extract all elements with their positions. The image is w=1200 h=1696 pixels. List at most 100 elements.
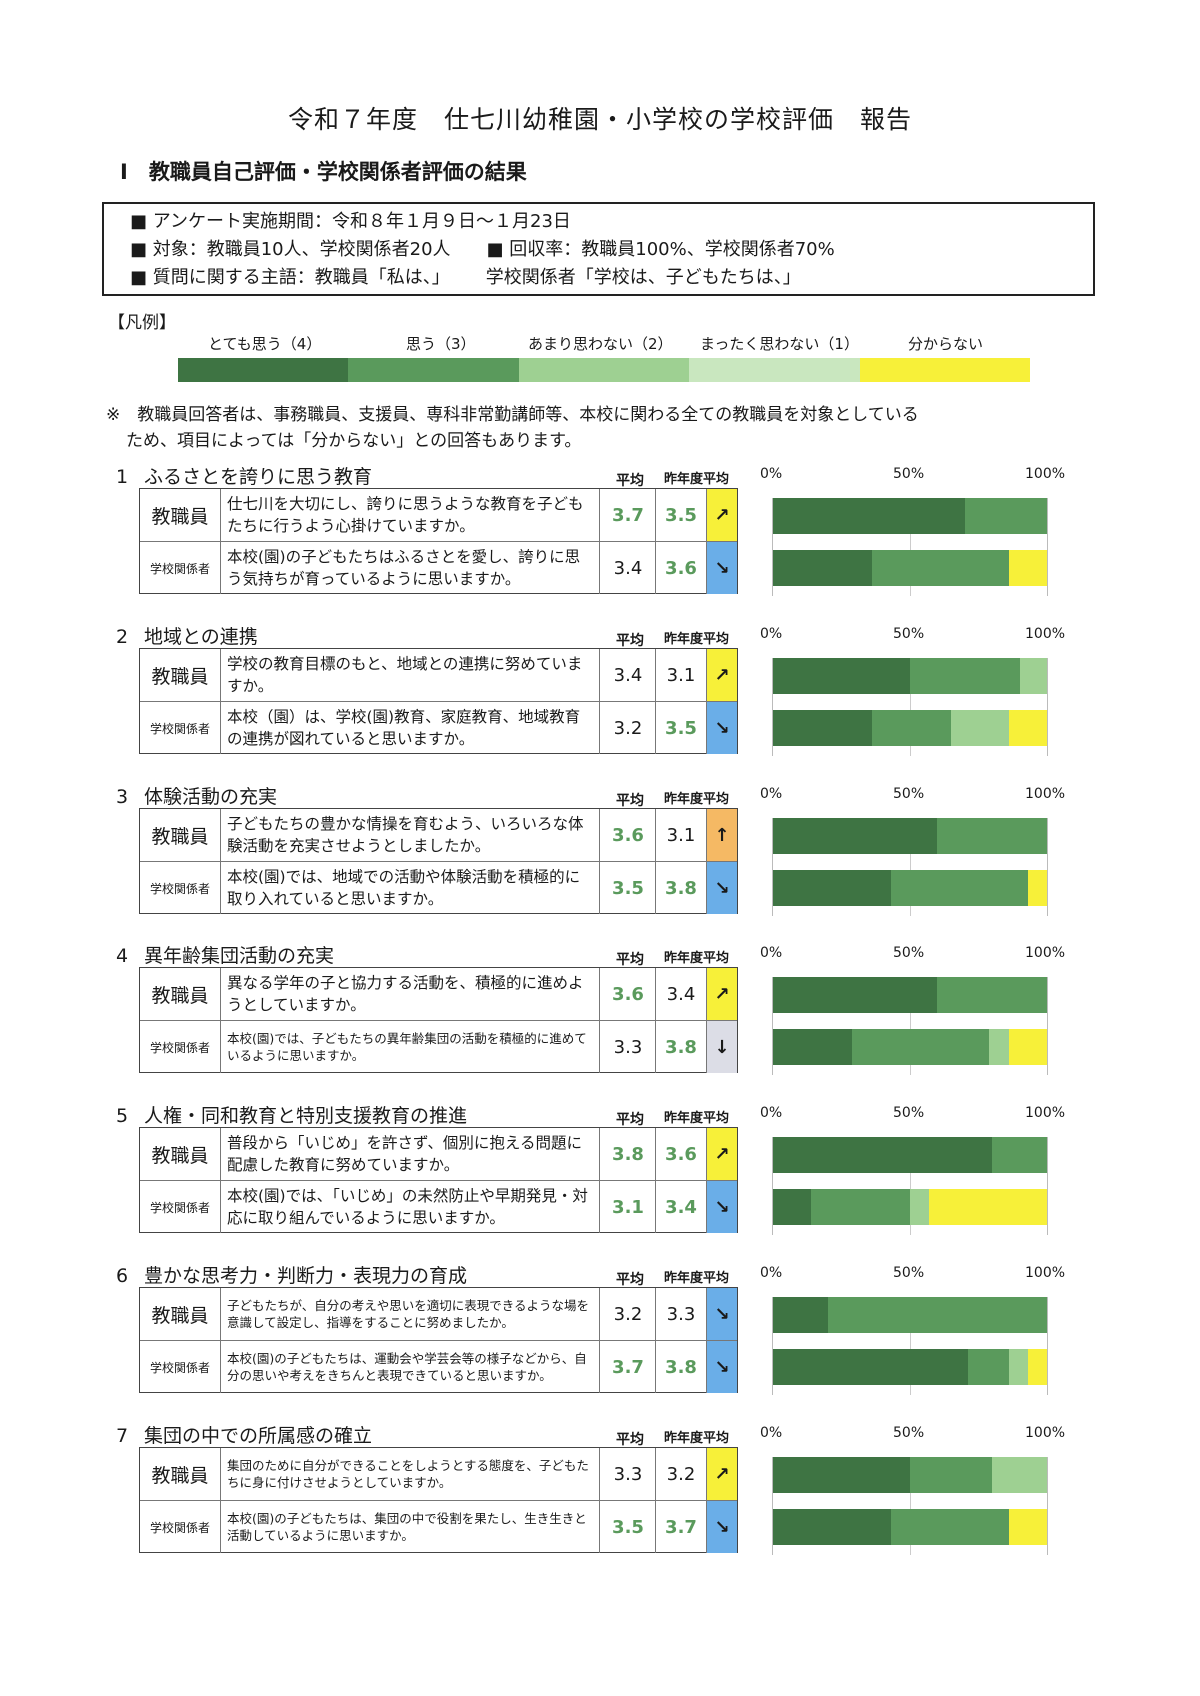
distribution-chart [772,498,1048,596]
prev-average-value: 3.5 [656,489,707,541]
item-title: 7 集団の中での所属感の確立 [116,1421,372,1448]
question-label: 集団のために自分ができることをしようとする態度を、子どもたちに身に付けさせようと… [227,1458,589,1490]
question-label: 本校(園)では、地域での活動や体験活動を積極的に取り入れていると思いますか。 [227,868,581,908]
response-row: 学校関係者 本校(園)の子どもたちはふるさとを愛し、誇りに思う気持ちが育っているよ… [140,542,737,594]
gridline-50 [910,977,911,1075]
trend-arrow-icon: ↘ [707,542,737,594]
response-row: 学校関係者 本校(園)の子どもたちは、集団の中で役割を果たし、生き生きと活動してい… [140,1501,737,1553]
average-value: 3.7 [601,489,656,541]
respondent-group: 教職員 [140,809,221,861]
response-table: 教職員 普段から「いじめ」を許さず、個別に抱える問題に配慮した教育に努めていますか… [139,1127,738,1233]
gridline-50 [910,1297,911,1395]
item-title-text: 豊かな思考力・判断力・表現力の育成 [144,1265,468,1287]
legend-title: 【凡例】 [108,313,176,333]
respondent-group: 学校関係者 [140,1341,221,1393]
item-title: 2 地域との連携 [116,622,258,649]
bar-segment [890,870,1028,906]
prev-avg-header: 昨年度平均 [664,792,730,807]
respondent-group: 学校関係者 [140,702,221,754]
question-text: 子どもたちが、自分の考えや思いを適切に表現できるような場を意識して設定し、指導を… [221,1288,600,1340]
legend-swatch [178,358,349,382]
evaluation-item: 6 豊かな思考力・判断力・表現力の育成 平均 昨年度平均 0% 50% 100% 教職員 子ども… [0,1261,1200,1411]
axis-tick-label: 50% [893,466,925,482]
question-text: 本校(園)の子どもたちは、集団の中で役割を果たし、生き生きと活動しているように思… [221,1501,600,1553]
axis-tick-label: 0% [760,786,783,802]
prev-avg-header: 昨年度平均 [664,472,730,487]
item-number: 5 [116,1105,129,1127]
average-value: 3.5 [601,1501,656,1553]
axis-tick-label: 50% [893,626,925,642]
response-row: 学校関係者 本校（園）は、学校(園)教育、家庭教育、地域教育の連携が図れていると思… [140,702,737,754]
axis-tick-label: 0% [760,1105,783,1121]
distribution-bar [773,977,1047,1013]
section-heading: Ⅰ 教職員自己評価・学校関係者評価の結果 [120,160,527,184]
bar-segment [989,1029,1009,1065]
bar-segment [1008,1029,1047,1065]
bar-segment [773,1349,968,1385]
survey-subject-line: ■ 質問に関する主語：教職員「私は、」 学校関係者「学校は、子どもたちは、」 [130,264,1093,292]
item-title: 4 異年齢集団活動の充実 [116,941,334,968]
trend-arrow-icon: ↘ [707,1288,737,1340]
question-text: 異なる学年の子と協力する活動を、積極的に進めようとしていますか。 [221,968,600,1020]
bar-segment [871,550,1009,586]
item-title-text: ふるさとを誇りに思う教育 [144,466,373,488]
gridline-50 [910,498,911,596]
response-row: 学校関係者 本校(園)では、「いじめ」の未然防止や早期発見・対応に取り組んでいるよ… [140,1181,737,1233]
avg-header: 平均 [616,1272,644,1288]
question-label: 本校(園)の子どもたちは、集団の中で役割を果たし、生き生きと活動しているように思… [227,1511,587,1543]
distribution-chart [772,1457,1048,1555]
trend-arrow-icon: ↗ [707,489,737,541]
survey-target: ■ 対象：教職員10人、学校関係者20人 [130,239,451,260]
average-value: 3.3 [601,1448,656,1500]
average-value: 3.2 [601,1288,656,1340]
bar-segment [773,1029,853,1065]
bar-segment [773,818,938,854]
gridline-50 [910,1457,911,1555]
average-value: 3.6 [601,968,656,1020]
subject-related: 学校関係者「学校は、子どもたちは、」 [485,267,801,288]
trend-arrow-icon: ↘ [707,702,737,754]
respondent-group: 教職員 [140,968,221,1020]
distribution-chart [772,1297,1048,1395]
respondent-group: 教職員 [140,649,221,701]
distribution-bar [773,710,1047,746]
average-value: 3.4 [601,542,656,594]
question-text: 本校(園)では、「いじめ」の未然防止や早期発見・対応に取り組んでいるように思いま… [221,1181,600,1233]
legend-label: とても思う（4） [208,335,322,353]
question-label: 普段から「いじめ」を許さず、個別に抱える問題に配慮した教育に努めていますか。 [227,1134,582,1174]
bar-segment [773,1509,891,1545]
question-label: 本校（園）は、学校(園)教育、家庭教育、地域教育の連携が図れていると思いますか。 [227,708,581,748]
prev-avg-header: 昨年度平均 [664,951,730,966]
evaluation-item: 2 地域との連携 平均 昨年度平均 0% 50% 100% 教職員 学校の教育目標のもと、地域と… [0,622,1200,772]
average-value: 3.1 [601,1181,656,1233]
legend-label: あまり思わない（2） [528,335,673,353]
subject-staff: ■ 質問に関する主語：教職員「私は、」 [130,267,450,288]
bar-segment [773,498,965,534]
item-title-text: 地域との連携 [144,626,258,648]
item-title-text: 集団の中での所属感の確立 [144,1425,373,1447]
bar-segment [773,977,938,1013]
item-number: 1 [116,466,129,488]
axis-tick-label: 100% [1025,945,1066,961]
evaluation-item: 4 異年齢集団活動の充実 平均 昨年度平均 0% 50% 100% 教職員 異なる学年の子と協力… [0,941,1200,1091]
survey-target-line: ■ 対象：教職員10人、学校関係者20人 ■ 回収率：教職員100%、学校関係者7… [130,236,1093,264]
bar-segment [811,1189,910,1225]
question-text: 本校(園)では、子どもたちの異年齢集団の活動を積極的に進めているように思いますか… [221,1021,600,1073]
trend-arrow-icon: ↑ [707,809,737,861]
distribution-bar [773,498,1047,534]
question-label: 学校の教育目標のもと、地域との連携に努めていますか。 [227,655,583,695]
axis-tick-label: 0% [760,1265,783,1281]
prev-average-value: 3.8 [656,862,707,914]
average-value: 3.4 [601,649,656,701]
prev-average-value: 3.1 [656,809,707,861]
trend-arrow-icon: ↓ [707,1021,737,1073]
trend-arrow-icon: ↘ [707,1341,737,1393]
gridline-50 [910,658,911,756]
bar-segment [1019,658,1047,694]
avg-header: 平均 [616,473,644,489]
respondent-note: ※ 教職員回答者は、事務職員、支援員、専科非常勤講師等、本校に関わる全ての教職員… [106,402,1066,454]
prev-average-value: 3.4 [656,1181,707,1233]
bar-segment [937,977,1047,1013]
evaluation-item: 7 集団の中での所属感の確立 平均 昨年度平均 0% 50% 100% 教職員 集団のために自分… [0,1421,1200,1571]
prev-average-value: 3.2 [656,1448,707,1500]
